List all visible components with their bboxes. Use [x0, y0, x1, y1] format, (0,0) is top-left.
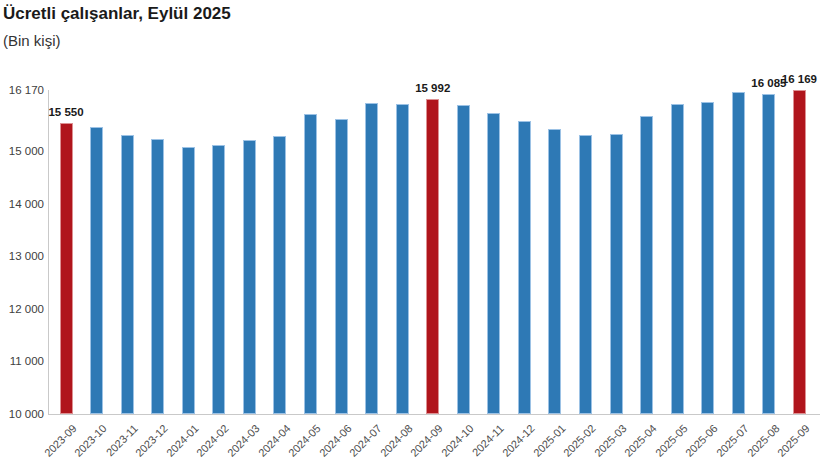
data-label-2025-09: 16 169 — [769, 73, 820, 86]
y-axis-label: 15 000 — [0, 144, 44, 158]
x-axis-label: 2024-08 — [378, 422, 415, 459]
x-axis-label: 2025-04 — [622, 422, 659, 459]
bar-2024-12[interactable] — [518, 121, 531, 414]
x-axis-label: 2024-09 — [408, 422, 445, 459]
x-axis-label: 2025-06 — [683, 422, 720, 459]
x-axis-label: 2024-10 — [439, 422, 476, 459]
bar-2024-11[interactable] — [487, 113, 500, 414]
bar-2024-04[interactable] — [273, 136, 286, 414]
bar-2025-08[interactable] — [762, 94, 775, 414]
bar-2024-02[interactable] — [212, 145, 225, 414]
x-axis-label: 2024-03 — [225, 422, 262, 459]
y-axis-label: 13 000 — [0, 249, 44, 263]
x-axis-label: 2023-09 — [41, 422, 78, 459]
data-label-2023-09: 15 550 — [36, 106, 96, 119]
bar-2025-07[interactable] — [732, 92, 745, 414]
bar-2024-05[interactable] — [304, 114, 317, 414]
data-label-2024-09: 15 992 — [403, 82, 463, 95]
bar-2024-09[interactable] — [426, 99, 439, 414]
bar-2024-06[interactable] — [335, 119, 348, 414]
bar-2025-03[interactable] — [610, 134, 623, 414]
bar-2025-05[interactable] — [671, 104, 684, 414]
y-axis-label: 16 170 — [0, 83, 44, 97]
x-axis-label: 2025-05 — [653, 422, 690, 459]
x-axis-label: 2024-11 — [470, 422, 506, 458]
x-axis-label: 2024-02 — [194, 422, 231, 459]
bar-2023-11[interactable] — [121, 135, 134, 414]
x-axis-label: 2025-08 — [744, 422, 781, 459]
x-axis-label: 2023-10 — [72, 422, 109, 459]
bar-2023-10[interactable] — [90, 127, 103, 414]
y-axis-label: 11 000 — [0, 354, 44, 368]
x-axis-label: 2024-07 — [347, 422, 384, 459]
y-axis-label: 10 000 — [0, 407, 44, 421]
bar-2024-07[interactable] — [365, 103, 378, 414]
x-axis-label: 2025-09 — [775, 422, 812, 459]
chart-subtitle: (Bin kişi) — [3, 32, 61, 49]
bar-2023-09[interactable] — [60, 123, 73, 414]
y-axis-label: 14 000 — [0, 197, 44, 211]
x-axis-line — [48, 414, 820, 415]
x-axis-label: 2025-01 — [530, 422, 567, 459]
x-axis-label: 2025-03 — [592, 422, 629, 459]
bar-2024-10[interactable] — [457, 105, 470, 414]
x-axis-label: 2025-02 — [561, 422, 598, 459]
x-axis-label: 2024-05 — [286, 422, 323, 459]
bar-2024-08[interactable] — [396, 104, 409, 414]
y-axis-label: 12 000 — [0, 302, 44, 316]
y-axis-line — [48, 90, 49, 414]
x-axis-label: 2024-01 — [164, 422, 201, 459]
bar-2025-09[interactable] — [793, 90, 806, 414]
chart: Ücretli çalışanlar, Eylül 2025 (Bin kişi… — [0, 0, 820, 466]
x-axis-label: 2024-12 — [500, 422, 537, 459]
bar-2024-03[interactable] — [243, 140, 256, 414]
bar-2025-01[interactable] — [548, 129, 561, 414]
bar-2025-06[interactable] — [701, 102, 714, 414]
chart-title: Ücretli çalışanlar, Eylül 2025 — [3, 4, 231, 24]
bar-2023-12[interactable] — [151, 139, 164, 414]
x-axis-label: 2023-11 — [103, 422, 139, 458]
bar-2025-02[interactable] — [579, 135, 592, 414]
bar-2025-04[interactable] — [640, 116, 653, 414]
x-axis-label: 2024-04 — [255, 422, 292, 459]
x-axis-label: 2025-07 — [714, 422, 751, 459]
x-axis-label: 2023-12 — [133, 422, 170, 459]
bar-2024-01[interactable] — [182, 147, 195, 414]
x-axis-label: 2024-06 — [316, 422, 353, 459]
